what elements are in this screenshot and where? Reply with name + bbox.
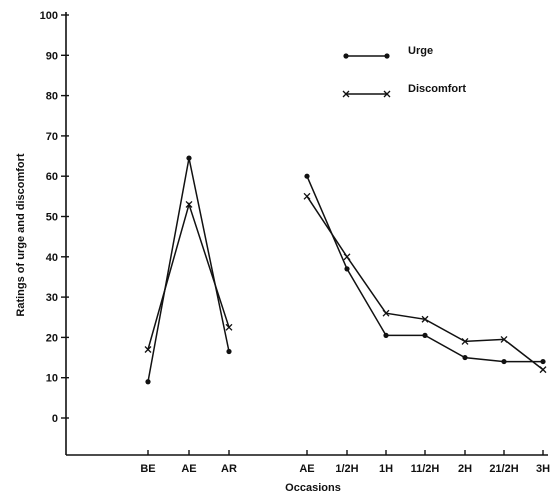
data-point <box>422 332 428 338</box>
data-point-stroke <box>343 253 351 261</box>
data-point-stroke <box>500 335 508 343</box>
y-tick-label: 10 <box>46 373 58 385</box>
x-tick-label: AE <box>181 463 196 475</box>
data-point <box>383 90 391 98</box>
legend-item: Discomfort <box>342 83 466 98</box>
y-tick-label: 0 <box>52 413 58 425</box>
x-tick-label: 1/2H <box>335 463 358 475</box>
data-point <box>225 323 233 331</box>
data-point <box>145 379 151 385</box>
x-tick-label: 2H <box>458 463 472 475</box>
x-tick-label: 1H <box>379 463 393 475</box>
x-tick-label: 3H <box>536 463 550 475</box>
data-point <box>303 192 311 200</box>
data-point <box>342 90 350 98</box>
series-line <box>147 157 230 382</box>
data-point <box>383 332 389 338</box>
data-point <box>382 309 390 317</box>
data-point <box>186 155 192 161</box>
x-axis-title: Occasions <box>285 482 341 494</box>
x-tick-label: 21/2H <box>489 463 518 475</box>
x-tick-label: AR <box>221 463 237 475</box>
data-point-stroke <box>461 337 469 345</box>
data-point <box>144 346 152 353</box>
data-point-stroke <box>185 200 193 208</box>
y-tick-label: 60 <box>46 171 58 183</box>
data-point-stroke <box>383 90 391 98</box>
data-point <box>185 200 193 208</box>
y-tick-label: 20 <box>46 332 58 344</box>
series-line <box>306 195 544 371</box>
data-point <box>539 366 547 374</box>
axes: 0 10 20 30 40 50 60 70 80 90 100 BE AE AR AE 1/2H 1H 11/2… <box>40 10 550 475</box>
series-line <box>147 201 230 350</box>
data-point <box>344 266 350 272</box>
data-point <box>304 173 310 179</box>
x-tick-label: AE <box>299 463 314 475</box>
data-point <box>462 354 468 361</box>
y-tick-label: 100 <box>40 10 58 22</box>
x-tick-label: BE <box>140 463 155 475</box>
data-point <box>343 53 349 59</box>
data-point <box>461 337 469 345</box>
data-point <box>421 315 429 323</box>
data-point <box>226 348 232 355</box>
y-tick-label: 50 <box>46 212 58 224</box>
y-tick-label: 30 <box>46 292 58 304</box>
data-point-stroke <box>303 192 311 200</box>
data-point <box>501 358 507 365</box>
data-point-stroke <box>342 90 350 98</box>
y-tick-label: 90 <box>46 50 58 62</box>
legend-item: Urge <box>343 45 433 59</box>
data-point <box>540 358 546 365</box>
legend: Urge Discomfort <box>342 45 466 98</box>
data-point-stroke <box>225 323 233 331</box>
data-point-stroke <box>539 366 547 374</box>
series-urge <box>145 155 546 385</box>
x-tick-label: 11/2H <box>411 463 440 475</box>
series-layer <box>144 155 547 385</box>
legend-label: Discomfort <box>408 83 466 95</box>
data-point-stroke <box>144 346 152 353</box>
data-point <box>500 335 508 343</box>
y-tick-label: 70 <box>46 131 58 143</box>
series-discomfort <box>144 192 547 374</box>
data-point-stroke <box>382 309 390 317</box>
y-axis-title: Ratings of urge and discomfort <box>15 153 27 317</box>
data-point <box>343 253 351 261</box>
data-point-stroke <box>421 315 429 323</box>
legend-label: Urge <box>408 45 433 57</box>
y-tick-label: 40 <box>46 252 58 264</box>
y-tick-label: 80 <box>46 91 58 103</box>
data-point <box>384 53 390 59</box>
